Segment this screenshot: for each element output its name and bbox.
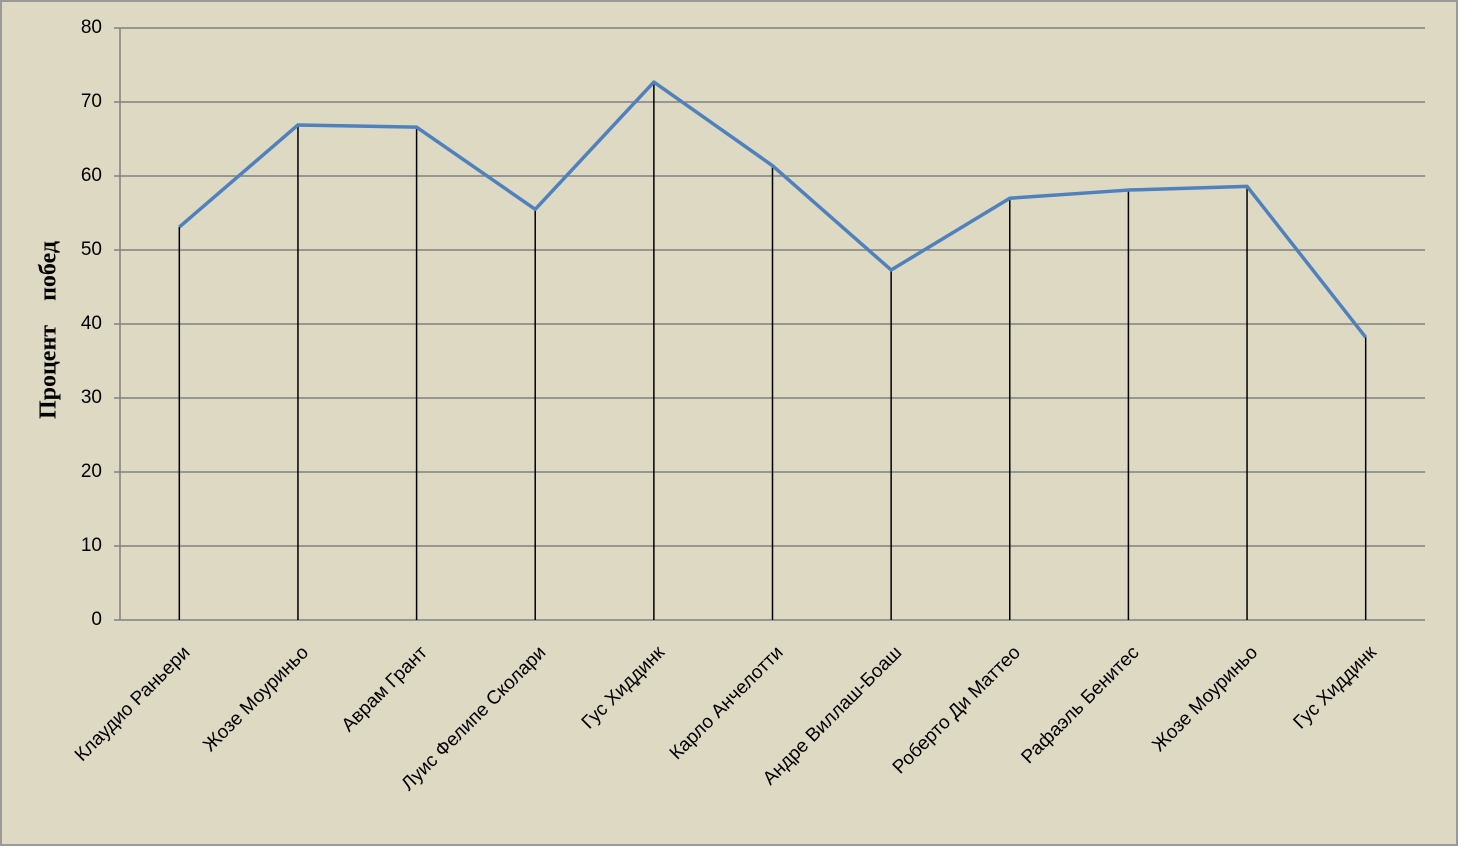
y-tick-label: 50 [81, 239, 102, 260]
y-tick-label: 80 [81, 17, 102, 38]
series-line [178, 80, 1368, 339]
y-axis-label: Процент побед [36, 241, 62, 419]
y-tick-label: 10 [81, 535, 102, 556]
y-tick-label: 40 [81, 313, 102, 334]
y-tick-label: 60 [81, 165, 102, 186]
y-tick-label: 20 [81, 461, 102, 482]
y-tick-label: 0 [91, 609, 102, 630]
y-tick-label: 70 [81, 91, 102, 112]
y-tick-label: 30 [81, 387, 102, 408]
